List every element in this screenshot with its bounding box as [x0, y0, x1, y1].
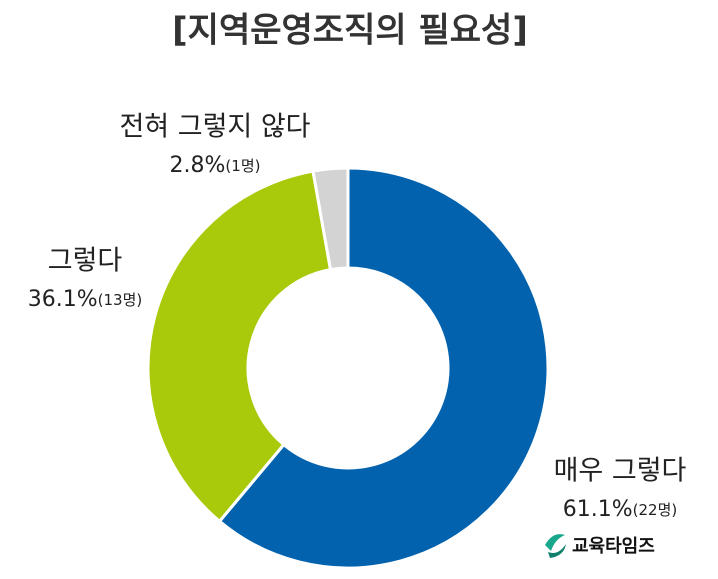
donut-slice	[146, 169, 333, 524]
source: 교육타임즈	[572, 536, 655, 557]
chart-title: [지역운영조직의 필요성]	[172, 11, 528, 51]
value-count: (22명)	[633, 501, 678, 519]
value-count: (13명)	[98, 291, 143, 309]
donut-slice	[311, 166, 350, 272]
source-logo: 교육타임즈	[545, 534, 655, 558]
category-label: 그렇다	[48, 246, 123, 277]
value-label: 36.1%(13명)	[28, 287, 142, 312]
category-label: 전혀 그렇지 않다	[119, 112, 310, 143]
value-percent: 61.1%	[563, 497, 633, 522]
value-label: 61.1%(22명)	[563, 497, 677, 522]
value-count: (1명)	[225, 157, 260, 175]
logo-icon	[545, 534, 565, 551]
value-percent: 36.1%	[28, 287, 98, 312]
category-label: 매우 그렇다	[554, 456, 687, 487]
value-label: 2.8%(1명)	[170, 153, 261, 178]
logo-icon	[548, 544, 566, 558]
value-percent: 2.8%	[170, 153, 226, 178]
donut-slice	[217, 166, 550, 570]
